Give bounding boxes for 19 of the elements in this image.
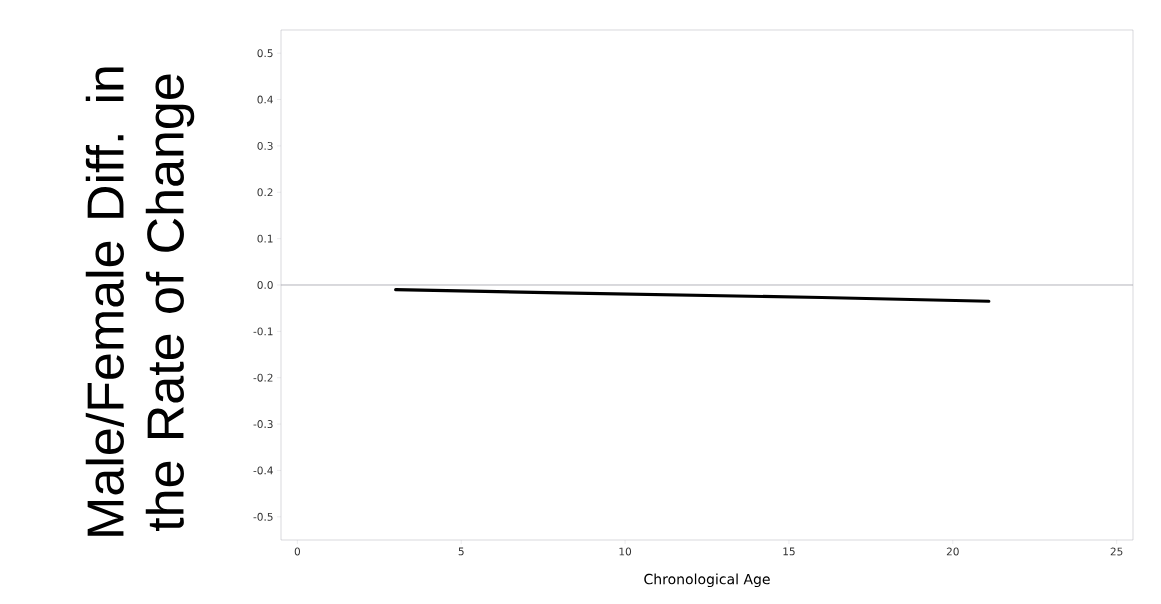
y-tick-label: -0.5 — [253, 512, 273, 521]
y-tick-label: 0.4 — [257, 95, 273, 104]
y-tick-label: 0.1 — [257, 234, 273, 243]
x-tick-label: 5 — [458, 547, 464, 556]
y-tick-label: -0.3 — [253, 420, 273, 429]
y-tick-label: -0.4 — [253, 466, 273, 475]
y-tick-label: 0.0 — [257, 281, 273, 289]
x-tick-label: 25 — [1110, 547, 1123, 556]
y-tick-label: -0.2 — [253, 373, 273, 382]
x-tick-label: 20 — [946, 547, 959, 556]
x-tick-label: 0 — [294, 547, 301, 556]
y-axis-title: Male/Female Diff. in the Rate of Change — [85, 67, 195, 536]
x-axis-title: Chronological Age — [644, 573, 770, 588]
y-tick-label: 0.3 — [257, 141, 273, 150]
x-tick-label: 10 — [619, 547, 632, 556]
y-tick-label: -0.1 — [253, 327, 273, 336]
y-tick-label: 0.2 — [257, 188, 273, 197]
x-tick-label: 15 — [783, 547, 795, 556]
y-tick-label: 0.5 — [257, 49, 273, 58]
